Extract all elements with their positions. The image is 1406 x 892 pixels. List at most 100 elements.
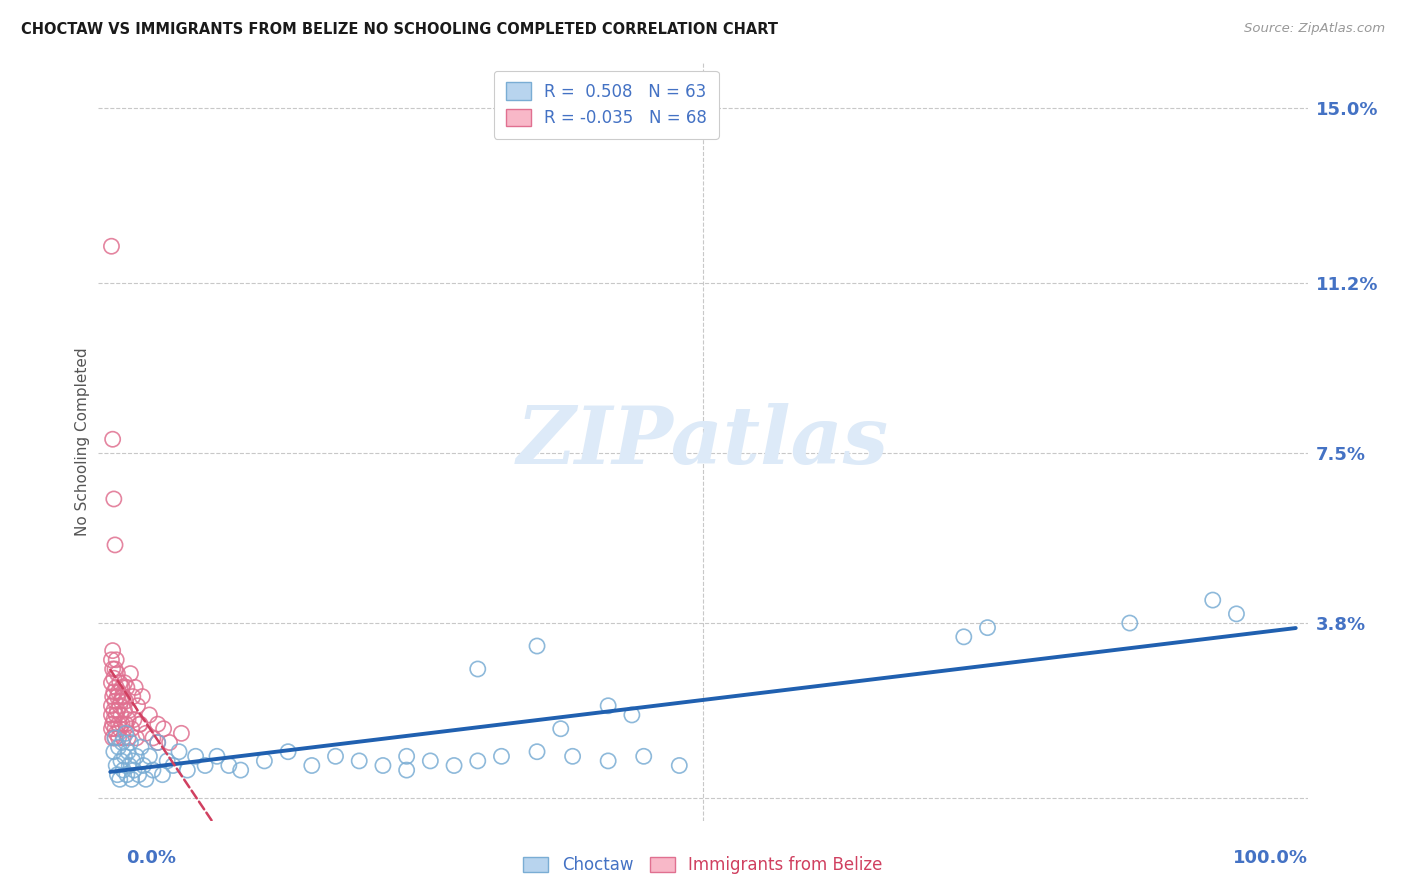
Point [152,767,174,781]
Point [135,772,157,787]
Point [100,708,122,723]
Text: 0.0%: 0.0% [127,849,177,867]
Point [100,653,122,667]
Point [142,763,165,777]
Point [138,749,160,764]
Point [467,754,489,768]
Point [101,690,124,704]
Point [142,731,165,745]
Point [115,767,138,781]
Point [105,708,128,723]
Point [124,681,146,695]
Point [103,703,125,717]
Point [108,675,131,690]
Point [108,772,131,787]
Point [301,758,323,772]
Y-axis label: No Schooling Completed: No Schooling Completed [75,347,90,536]
Point [100,239,122,253]
Point [104,731,127,745]
Point [598,698,620,713]
Point [561,749,583,764]
Point [526,639,548,653]
Point [419,754,441,768]
Point [104,694,127,708]
Point [114,694,136,708]
Point [110,708,132,723]
Point [138,708,160,723]
Point [156,754,179,768]
Point [122,763,145,777]
Point [117,731,139,745]
Point [112,763,135,777]
Point [104,538,127,552]
Point [125,749,148,764]
Point [105,767,128,781]
Point [347,754,370,768]
Point [395,749,418,764]
Point [170,726,193,740]
Point [112,731,135,745]
Point [117,745,139,759]
Point [105,653,128,667]
Point [114,717,136,731]
Text: Source: ZipAtlas.com: Source: ZipAtlas.com [1244,22,1385,36]
Point [100,698,122,713]
Legend: R =  0.508   N = 63, R = -0.035   N = 68: R = 0.508 N = 63, R = -0.035 N = 68 [494,70,718,139]
Point [121,754,143,768]
Point [112,690,135,704]
Point [105,726,128,740]
Point [114,726,136,740]
Point [1202,593,1225,607]
Point [101,731,124,745]
Point [107,740,129,755]
Point [103,491,125,506]
Point [167,745,190,759]
Point [110,754,132,768]
Point [205,749,228,764]
Point [110,694,132,708]
Point [152,722,174,736]
Point [976,621,998,635]
Point [371,758,394,772]
Point [105,681,128,695]
Point [668,758,690,772]
Point [218,758,240,772]
Point [108,722,131,736]
Point [129,717,152,731]
Point [111,735,134,749]
Point [253,754,276,768]
Point [633,749,655,764]
Point [103,713,125,727]
Point [105,758,128,772]
Point [162,758,184,772]
Point [467,662,489,676]
Point [135,726,157,740]
Point [550,722,572,736]
Point [103,745,125,759]
Point [129,717,152,731]
Point [105,703,128,717]
Point [101,717,124,731]
Text: 100.0%: 100.0% [1233,849,1308,867]
Point [114,703,136,717]
Point [107,731,129,745]
Point [443,758,465,772]
Point [146,717,169,731]
Point [129,740,152,755]
Point [103,671,125,685]
Point [107,717,129,731]
Point [132,758,155,772]
Point [598,754,620,768]
Point [184,749,207,764]
Point [105,690,128,704]
Text: CHOCTAW VS IMMIGRANTS FROM BELIZE NO SCHOOLING COMPLETED CORRELATION CHART: CHOCTAW VS IMMIGRANTS FROM BELIZE NO SCH… [21,22,778,37]
Point [194,758,217,772]
Point [111,681,134,695]
Point [101,432,124,446]
Point [114,675,136,690]
Point [159,735,181,749]
Point [122,713,145,727]
Point [100,722,122,736]
Point [101,662,124,676]
Point [117,713,139,727]
